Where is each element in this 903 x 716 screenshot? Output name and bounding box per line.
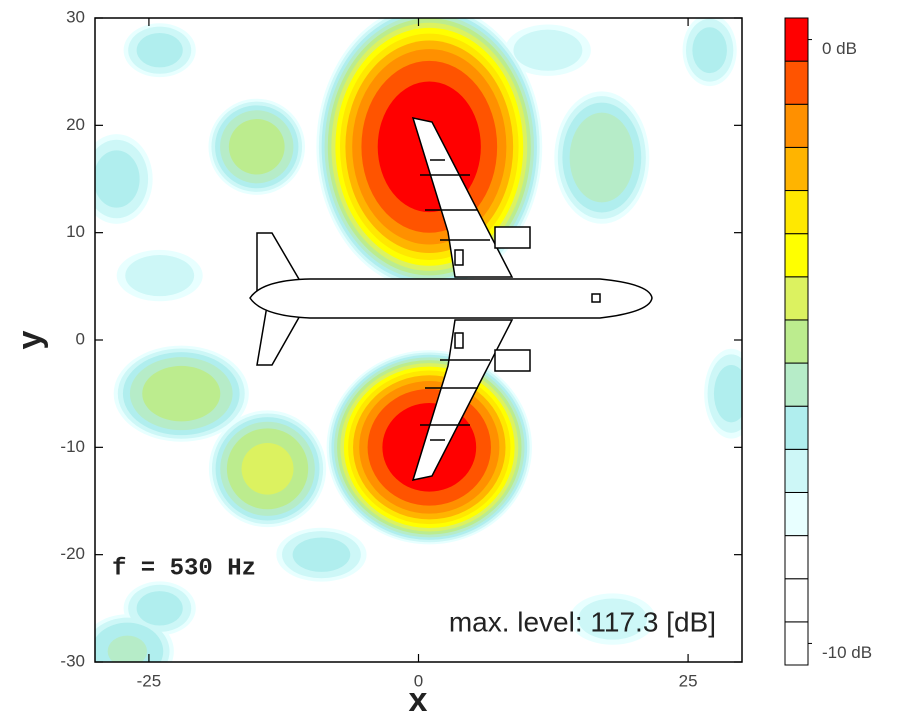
y-tick-label: -20 — [60, 544, 85, 563]
contour-region — [292, 537, 351, 572]
contour-region — [95, 150, 140, 208]
fuselage — [249, 278, 653, 319]
colorbar-box — [784, 535, 809, 580]
y-tick-label: 10 — [66, 222, 85, 241]
y-tick-label: 20 — [66, 115, 85, 134]
contour-region — [692, 27, 727, 74]
gear — [454, 332, 464, 349]
colorbar-box — [784, 448, 809, 493]
colorbar-tick-label: 0 dB — [822, 39, 857, 58]
colorbar-box — [784, 17, 809, 62]
wing-lines — [420, 159, 490, 441]
y-tick-label: -30 — [60, 651, 85, 670]
colorbar-box — [784, 491, 809, 537]
colorbar-box — [784, 319, 809, 364]
contour-region — [569, 112, 635, 203]
contour-region — [125, 255, 195, 297]
y-axis-label: y — [11, 330, 49, 349]
contour-field — [95, 18, 742, 662]
colorbar-tick-label: -10 dB — [822, 643, 872, 662]
contour-region — [136, 32, 183, 68]
contour-region — [107, 635, 148, 662]
colorbar-box — [784, 362, 809, 407]
y-tick-label: 30 — [66, 7, 85, 26]
x-tick-label: 0 — [414, 671, 423, 690]
airplane-outline — [249, 117, 653, 481]
x-axis-label: x — [409, 681, 428, 716]
contour-region — [713, 364, 742, 423]
contour-region — [142, 365, 221, 422]
contour-region — [578, 598, 648, 640]
colorbar-box — [784, 276, 809, 321]
colorbar-box — [784, 190, 809, 235]
colorbar-box — [784, 233, 809, 278]
x-tick-label: -25 — [137, 671, 162, 690]
colorbar-box — [784, 578, 809, 623]
window — [591, 293, 601, 303]
engine — [494, 349, 531, 372]
contour-region — [228, 119, 285, 175]
contour-region — [513, 29, 583, 71]
colorbar-box — [784, 621, 809, 666]
gear — [454, 249, 464, 266]
wing-upper — [411, 117, 514, 278]
colorbar-box — [784, 405, 809, 450]
contour-region — [241, 442, 294, 495]
colorbar-box — [784, 60, 809, 105]
colorbar: -10 dB 0 dB — [784, 17, 872, 666]
contour-region — [136, 591, 183, 626]
frequency-annotation: f = 530 Hz — [112, 555, 256, 582]
engine — [494, 226, 531, 249]
max-level-annotation: max. level: 117.3 [dB] — [449, 606, 716, 637]
y-tick-label: -10 — [60, 437, 85, 456]
y-tick-label: 0 — [76, 329, 85, 348]
x-tick-label: 25 — [679, 671, 698, 690]
axes: -25 0 25 -30 -20 -10 0 10 20 30 — [60, 7, 742, 690]
colorbar-box — [784, 103, 809, 148]
colorbar-box — [784, 146, 809, 192]
